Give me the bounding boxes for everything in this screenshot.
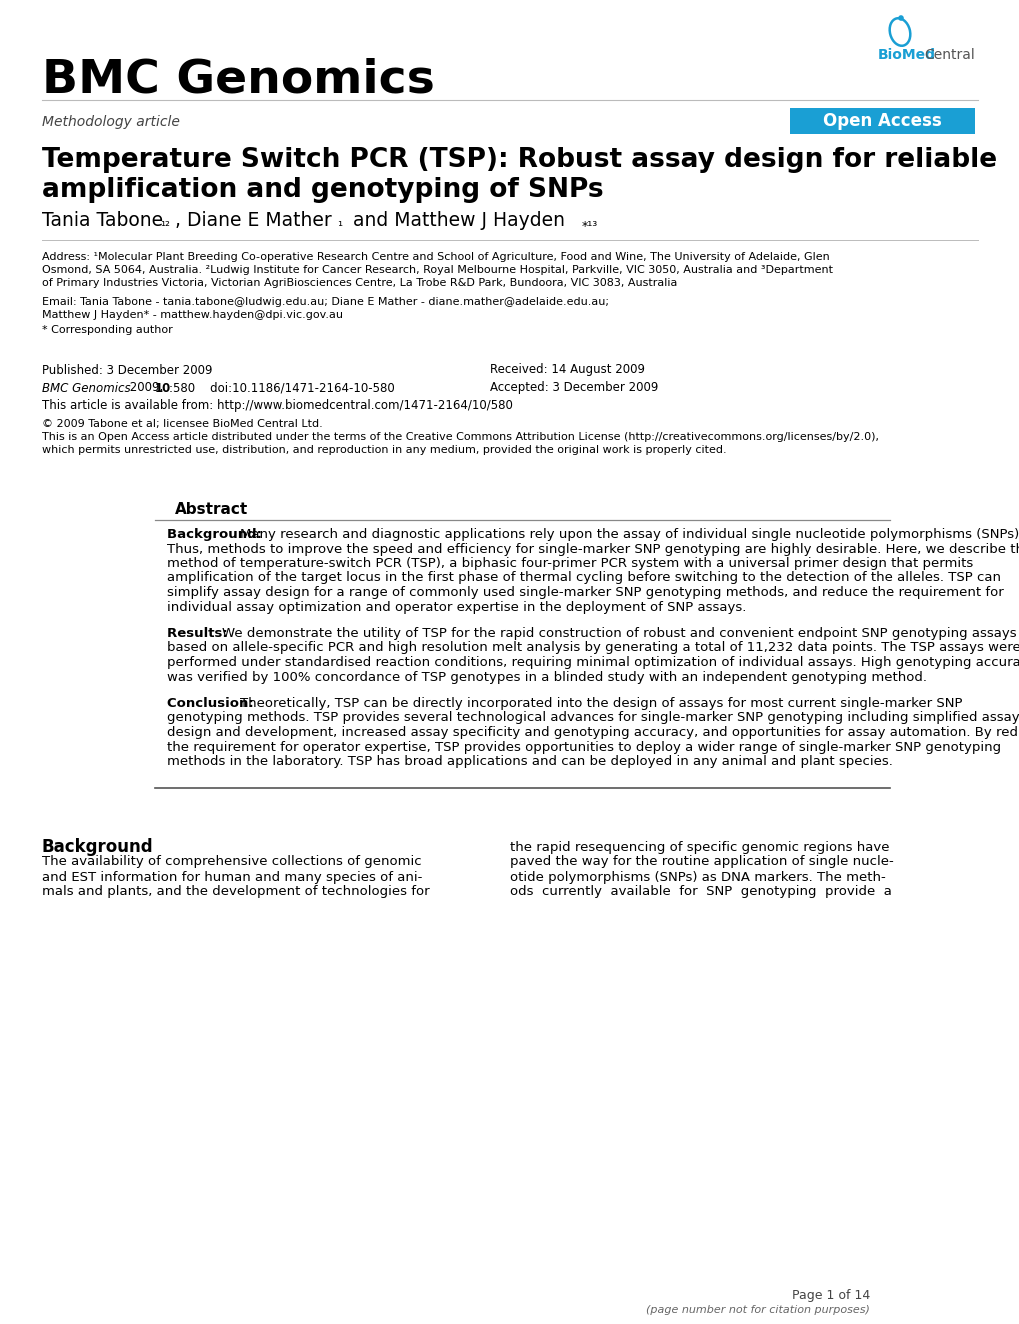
Text: , Diane E Mather: , Diane E Mather <box>175 211 331 229</box>
Text: Background: Background <box>42 838 154 855</box>
Text: Many research and diagnostic applications rely upon the assay of individual sing: Many research and diagnostic application… <box>239 528 1019 542</box>
Text: * Corresponding author: * Corresponding author <box>42 324 172 335</box>
Text: This is an Open Access article distributed under the terms of the Creative Commo: This is an Open Access article distribut… <box>42 432 878 442</box>
Text: Conclusion:: Conclusion: <box>167 696 258 710</box>
Text: the rapid resequencing of specific genomic regions have: the rapid resequencing of specific genom… <box>510 841 889 854</box>
Text: otide polymorphisms (SNPs) as DNA markers. The meth-: otide polymorphisms (SNPs) as DNA marker… <box>510 870 884 883</box>
Text: Abstract: Abstract <box>175 503 248 518</box>
Text: BioMed: BioMed <box>877 48 935 62</box>
Text: Methodology article: Methodology article <box>42 115 179 128</box>
Text: amplification of the target locus in the first phase of thermal cycling before s: amplification of the target locus in the… <box>167 572 1000 584</box>
Text: performed under standardised reaction conditions, requiring minimal optimization: performed under standardised reaction co… <box>167 655 1019 669</box>
Circle shape <box>898 15 903 21</box>
Text: ods  currently  available  for  SNP  genotyping  provide  a: ods currently available for SNP genotypi… <box>510 886 891 899</box>
Text: Thus, methods to improve the speed and efficiency for single-marker SNP genotypi: Thus, methods to improve the speed and e… <box>167 543 1019 556</box>
Text: based on allele-specific PCR and high resolution melt analysis by generating a t: based on allele-specific PCR and high re… <box>167 642 1019 654</box>
Text: and Matthew J Hayden: and Matthew J Hayden <box>346 211 565 229</box>
Text: Osmond, SA 5064, Australia. ²Ludwig Institute for Cancer Research, Royal Melbour: Osmond, SA 5064, Australia. ²Ludwig Inst… <box>42 265 833 275</box>
Text: Temperature Switch PCR (TSP): Robust assay design for reliable: Temperature Switch PCR (TSP): Robust ass… <box>42 147 997 173</box>
Text: method of temperature-switch PCR (TSP), a biphasic four-primer PCR system with a: method of temperature-switch PCR (TSP), … <box>167 557 972 571</box>
Text: We demonstrate the utility of TSP for the rapid construction of robust and conve: We demonstrate the utility of TSP for th… <box>222 628 1016 639</box>
Text: amplification and genotyping of SNPs: amplification and genotyping of SNPs <box>42 177 603 203</box>
Text: design and development, increased assay specificity and genotyping accuracy, and: design and development, increased assay … <box>167 726 1019 739</box>
Text: was verified by 100% concordance of TSP genotypes in a blinded study with an ind: was verified by 100% concordance of TSP … <box>167 670 926 683</box>
Text: Accepted: 3 December 2009: Accepted: 3 December 2009 <box>489 381 657 395</box>
Text: 2009,: 2009, <box>126 381 167 395</box>
Text: © 2009 Tabone et al; licensee BioMed Central Ltd.: © 2009 Tabone et al; licensee BioMed Cen… <box>42 418 322 429</box>
Text: of Primary Industries Victoria, Victorian AgriBiosciences Centre, La Trobe R&D P: of Primary Industries Victoria, Victoria… <box>42 278 677 289</box>
Text: :580    doi:10.1186/1471-2164-10-580: :580 doi:10.1186/1471-2164-10-580 <box>169 381 394 395</box>
Text: Central: Central <box>923 48 974 62</box>
Text: Open Access: Open Access <box>822 113 941 130</box>
Text: Background:: Background: <box>167 528 266 542</box>
Text: Published: 3 December 2009: Published: 3 December 2009 <box>42 364 212 376</box>
Text: *¹³: *¹³ <box>582 220 598 233</box>
Bar <box>790 109 974 134</box>
Text: (page number not for citation purposes): (page number not for citation purposes) <box>645 1305 869 1315</box>
Text: BMC Genomics: BMC Genomics <box>42 381 130 395</box>
Text: the requirement for operator expertise, TSP provides opportunities to deploy a w: the requirement for operator expertise, … <box>167 740 1000 753</box>
Text: and EST information for human and many species of ani-: and EST information for human and many s… <box>42 870 422 883</box>
Text: ¹²: ¹² <box>160 220 170 233</box>
Text: BMC Genomics: BMC Genomics <box>42 57 434 102</box>
Text: genotyping methods. TSP provides several technological advances for single-marke: genotyping methods. TSP provides several… <box>167 711 1019 724</box>
Text: 10: 10 <box>155 381 171 395</box>
Text: Address: ¹Molecular Plant Breeding Co-operative Research Centre and School of Ag: Address: ¹Molecular Plant Breeding Co-op… <box>42 252 828 262</box>
Text: individual assay optimization and operator expertise in the deployment of SNP as: individual assay optimization and operat… <box>167 601 746 613</box>
Text: simplify assay design for a range of commonly used single-marker SNP genotyping : simplify assay design for a range of com… <box>167 587 1003 598</box>
Text: paved the way for the routine application of single nucle-: paved the way for the routine applicatio… <box>510 855 893 869</box>
Text: Tania Tabone: Tania Tabone <box>42 211 163 229</box>
Text: methods in the laboratory. TSP has broad applications and can be deployed in any: methods in the laboratory. TSP has broad… <box>167 755 892 768</box>
Text: Matthew J Hayden* - matthew.hayden@dpi.vic.gov.au: Matthew J Hayden* - matthew.hayden@dpi.v… <box>42 310 342 320</box>
Text: which permits unrestricted use, distribution, and reproduction in any medium, pr: which permits unrestricted use, distribu… <box>42 445 726 455</box>
Text: This article is available from: http://www.biomedcentral.com/1471-2164/10/580: This article is available from: http://w… <box>42 400 513 413</box>
Text: mals and plants, and the development of technologies for: mals and plants, and the development of … <box>42 886 429 899</box>
Text: Received: 14 August 2009: Received: 14 August 2009 <box>489 364 644 376</box>
Text: Email: Tania Tabone - tania.tabone@ludwig.edu.au; Diane E Mather - diane.mather@: Email: Tania Tabone - tania.tabone@ludwi… <box>42 297 608 307</box>
Text: Theoretically, TSP can be directly incorporated into the design of assays for mo: Theoretically, TSP can be directly incor… <box>239 696 962 710</box>
Text: Results:: Results: <box>167 628 232 639</box>
Text: ¹: ¹ <box>336 220 341 233</box>
Text: Page 1 of 14: Page 1 of 14 <box>791 1288 869 1301</box>
Text: The availability of comprehensive collections of genomic: The availability of comprehensive collec… <box>42 855 421 869</box>
